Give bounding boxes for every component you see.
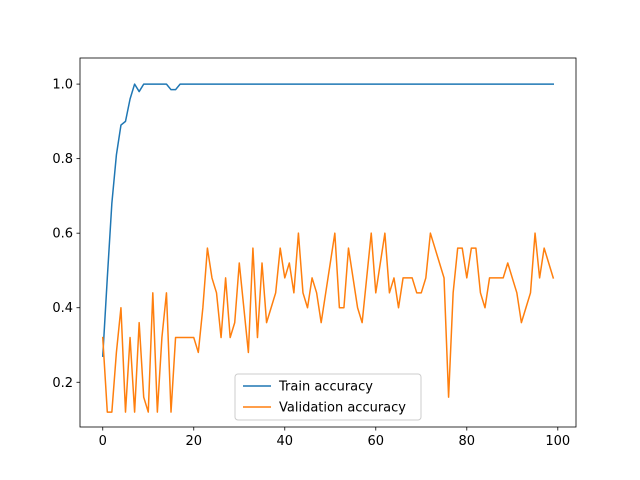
x-tick-label: 60 <box>368 434 385 449</box>
y-tick-label: 0.6 <box>52 227 73 242</box>
series-line-validation-accuracy <box>101 232 555 413</box>
legend: Train accuracy Validation accuracy <box>234 373 422 421</box>
legend-label: Train accuracy <box>278 380 373 395</box>
y-tick-label: 0.2 <box>52 376 73 391</box>
y-tick-label: 1.0 <box>52 78 73 93</box>
axes-frame <box>79 57 577 428</box>
legend-label: Validation accuracy <box>279 401 406 416</box>
x-tick-label: 40 <box>276 434 293 449</box>
x-tick-label: 80 <box>459 434 476 449</box>
x-tick-label: 20 <box>185 434 202 449</box>
x-tick-label: 100 <box>545 434 570 449</box>
plot-lines <box>101 83 555 413</box>
x-tick-label: 0 <box>99 434 107 449</box>
y-tick-label: 0.4 <box>52 301 73 316</box>
legend-box <box>234 373 422 421</box>
y-axis-ticks: 0.2 0.4 0.6 0.8 1.0 <box>52 78 80 391</box>
series-line-train-accuracy <box>101 83 554 357</box>
x-axis-ticks: 0 20 40 60 80 100 <box>99 427 570 449</box>
y-tick-label: 0.8 <box>52 152 73 167</box>
